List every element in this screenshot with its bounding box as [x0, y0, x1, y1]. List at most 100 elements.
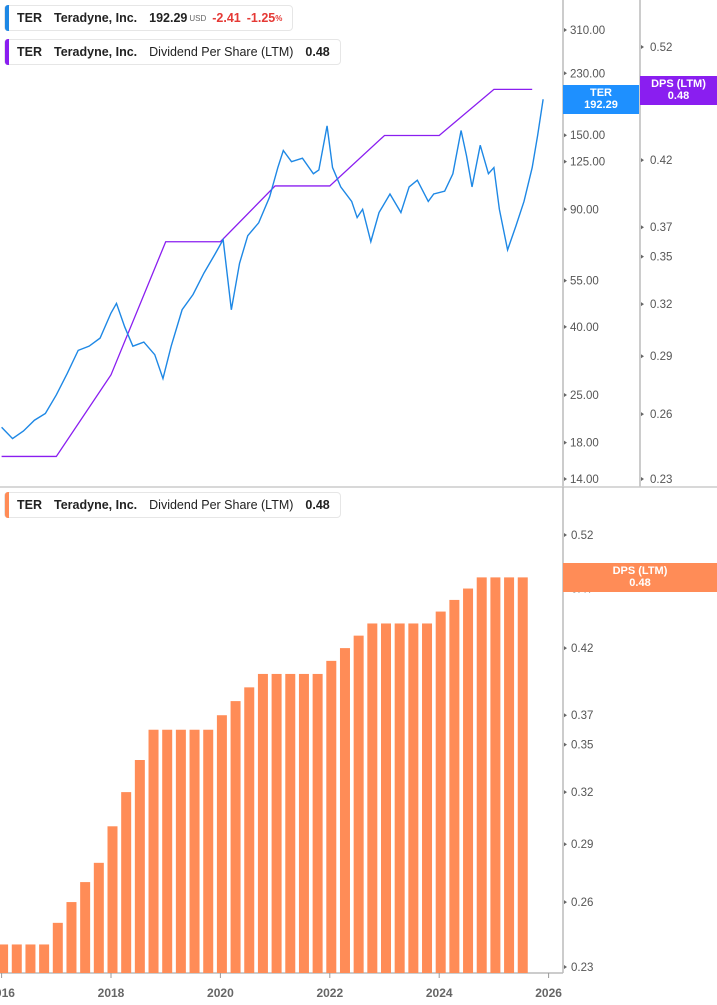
price-tick-mark	[564, 71, 567, 76]
bar-tick-mark	[564, 790, 567, 795]
dps-tick-label: 0.32	[650, 299, 672, 311]
price-tick-label: 90.00	[570, 204, 599, 216]
dps-bar	[285, 673, 296, 973]
x-tick-label: 2022	[316, 986, 343, 1000]
dps-bar	[66, 902, 77, 973]
price-tick-mark	[564, 28, 567, 32]
x-tick-label: 2020	[207, 986, 234, 1000]
bar-tick-mark	[564, 965, 567, 969]
legend-value: 0.48	[305, 498, 330, 512]
price-tick-mark	[564, 477, 567, 481]
dps-tag-value: 0.48	[629, 577, 651, 589]
dps-bar	[0, 944, 9, 973]
legend-metric: Dividend Per Share (LTM)	[149, 45, 294, 59]
price-tick-label: 18.00	[570, 438, 599, 450]
dps-bar	[230, 701, 241, 973]
bar-tick-mark	[564, 742, 567, 747]
price-color-marker	[5, 5, 9, 31]
bar-tick-mark	[564, 646, 567, 651]
price-tick-label: 40.00	[570, 322, 599, 334]
x-tick-label: 2018	[98, 986, 125, 1000]
bar-tick-label: 0.29	[571, 839, 593, 851]
x-tick-label: 2024	[426, 986, 453, 1000]
price-tick-label: 25.00	[570, 390, 599, 402]
dps-bar	[162, 729, 173, 973]
legend-ticker: TER	[17, 45, 42, 59]
legend-ticker: TER	[17, 11, 42, 25]
bar-tick-mark	[564, 900, 567, 905]
dps-bar	[422, 623, 433, 973]
bar-tick-mark	[564, 842, 567, 847]
legend-change: -2.41	[212, 11, 241, 25]
dps-bar	[339, 648, 350, 973]
price-tag-ticker: TER	[590, 87, 612, 99]
dps-tick-mark	[641, 354, 644, 359]
legend-currency: USD	[189, 13, 207, 23]
price-tick-mark	[564, 324, 567, 329]
price-tick-mark	[564, 440, 567, 445]
legend-company: Teradyne, Inc.	[54, 498, 138, 512]
dps-bar	[367, 623, 378, 973]
price-tick-mark	[564, 392, 567, 397]
dps-top-legend[interactable]: TER Teradyne, Inc. Dividend Per Share (L…	[4, 39, 341, 65]
dps-bar	[11, 944, 22, 973]
dps-bar	[39, 944, 50, 973]
dps-bar	[216, 715, 227, 973]
dps-bar	[271, 673, 282, 973]
dps-bottom-tag: DPS (LTM) 0.48	[563, 563, 717, 592]
dps-bar	[203, 729, 214, 973]
dps-bar	[107, 826, 118, 973]
bar-tick-label: 0.52	[571, 530, 593, 542]
dps-tick-label: 0.35	[650, 252, 672, 264]
dps-bar	[326, 660, 337, 973]
dps-bar	[80, 882, 91, 973]
legend-company: Teradyne, Inc.	[54, 11, 138, 25]
dps-bar	[476, 577, 487, 973]
dps-bar	[353, 635, 364, 973]
price-tick-label: 125.00	[570, 157, 605, 169]
dps-tick-label: 0.29	[650, 351, 672, 363]
dps-line	[1, 88, 533, 458]
bar-tick-label: 0.35	[571, 740, 593, 752]
dps-tick-mark	[641, 302, 644, 307]
dps-bar	[189, 729, 200, 973]
dps-bar	[394, 623, 405, 973]
dps-bar	[449, 599, 460, 973]
legend-metric: Dividend Per Share (LTM)	[149, 498, 294, 512]
legend-pct-sign: %	[275, 13, 283, 23]
price-line	[1, 99, 544, 440]
dps-bar	[93, 862, 104, 973]
dps-bar	[257, 673, 268, 973]
price-tick-mark	[564, 278, 567, 283]
price-legend[interactable]: TER Teradyne, Inc. 192.29 USD -2.41 -1.2…	[4, 5, 294, 31]
dps-tick-label: 0.37	[650, 222, 672, 234]
dps-bottom-legend[interactable]: TER Teradyne, Inc. Dividend Per Share (L…	[4, 492, 341, 518]
dps-tag-label: DPS (LTM)	[612, 565, 668, 577]
dps-tick-mark	[641, 412, 644, 417]
dps-tick-mark	[641, 477, 644, 481]
price-tick-mark	[564, 133, 567, 138]
dps-color-marker	[5, 39, 9, 65]
price-tick-label: 14.00	[570, 474, 599, 486]
price-tick-label: 230.00	[570, 68, 605, 80]
dps-bar	[381, 623, 391, 973]
dps-bar	[25, 944, 36, 973]
dps-bar	[435, 611, 446, 973]
dps-tick-mark	[641, 158, 644, 163]
bar-tick-label: 0.42	[571, 643, 593, 655]
dps-tick-mark	[641, 254, 644, 259]
dps-tag-label: DPS (LTM)	[651, 78, 706, 90]
price-tick-mark	[564, 159, 567, 164]
legend-value: 0.48	[305, 45, 330, 59]
dps-bar	[298, 673, 309, 973]
price-tick-label: 55.00	[570, 276, 599, 288]
dps-bar	[463, 588, 474, 973]
bar-tick-mark	[564, 713, 567, 718]
dps-bar	[52, 922, 63, 973]
dps-bar	[517, 577, 528, 973]
dps-bar	[312, 673, 323, 973]
dps-tick-mark	[641, 45, 644, 49]
legend-company: Teradyne, Inc.	[54, 45, 138, 59]
x-tick-label: 2016	[0, 986, 15, 1000]
